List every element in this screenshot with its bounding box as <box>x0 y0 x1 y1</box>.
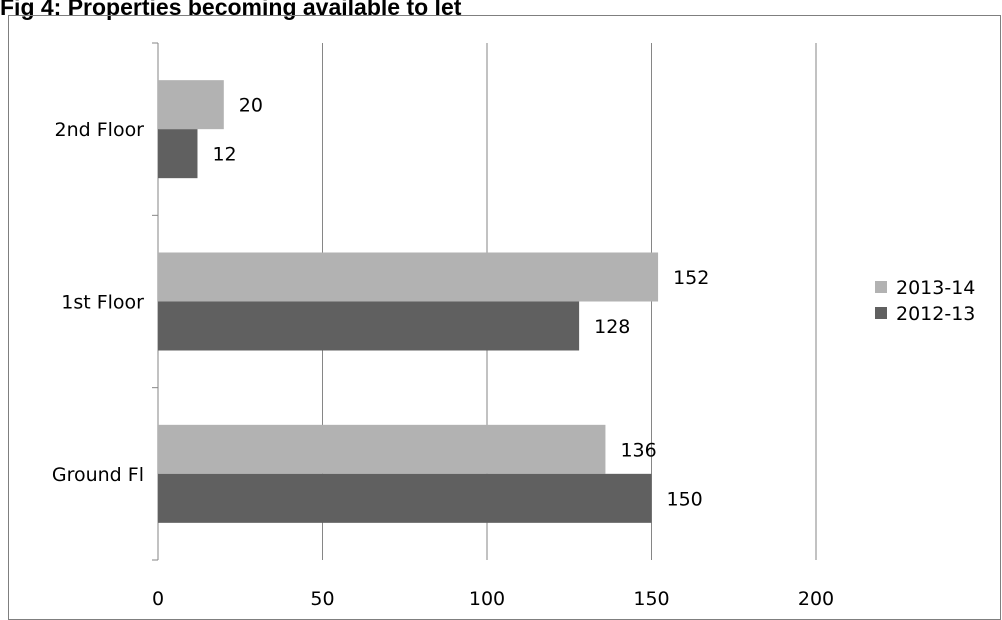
data-label: 128 <box>594 316 630 338</box>
x-tick-label: 50 <box>310 588 334 610</box>
bar <box>158 301 580 351</box>
bar <box>158 80 224 130</box>
legend-swatch <box>875 307 887 319</box>
x-tick-label: 0 <box>152 588 164 610</box>
data-label: 150 <box>667 488 703 510</box>
data-label: 136 <box>620 439 656 461</box>
bar <box>158 473 652 523</box>
legend-label: 2013-14 <box>896 277 975 299</box>
bar <box>158 424 606 474</box>
data-label: 20 <box>239 95 263 117</box>
x-tick-label: 200 <box>798 588 834 610</box>
bar <box>158 252 659 302</box>
x-tick-label: 100 <box>469 588 505 610</box>
data-label: 152 <box>673 267 709 289</box>
legend-label: 2012-13 <box>896 303 975 325</box>
legend-swatch <box>875 281 887 293</box>
y-category-label: 2nd Floor <box>55 119 145 141</box>
x-tick-label: 150 <box>633 588 669 610</box>
data-label: 12 <box>212 144 236 166</box>
bar <box>158 129 198 179</box>
y-category-label: Ground Fl <box>52 464 144 486</box>
y-category-label: 1st Floor <box>61 292 144 314</box>
